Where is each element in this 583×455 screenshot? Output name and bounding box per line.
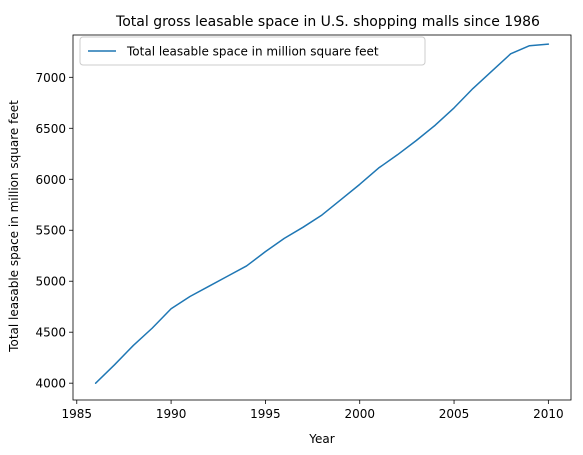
series-line (94, 43, 550, 384)
legend-box (79, 36, 426, 66)
y-tick-label: 6000 (35, 173, 66, 187)
x-tick-label: 2010 (533, 407, 564, 421)
y-tick-label: 5500 (35, 224, 66, 238)
x-tick-label: 2005 (439, 407, 470, 421)
legend-label: Total leasable space in million square f… (126, 45, 379, 59)
chart-title: Total gross leasable space in U.S. shopp… (115, 14, 540, 30)
x-tick-label: 1985 (61, 407, 92, 421)
x-tick-label: 2000 (344, 407, 375, 421)
y-tick-label: 4500 (35, 326, 66, 340)
x-tick-label: 1995 (250, 407, 281, 421)
plot-frame (72, 34, 572, 401)
legend: Total leasable space in million square f… (79, 36, 426, 66)
y-tick-label: 7000 (35, 71, 66, 85)
plot-layer (94, 43, 550, 384)
y-tick-label: 4000 (35, 377, 66, 391)
y-tick-label: 6500 (35, 122, 66, 136)
x-axis-label: Year (308, 432, 334, 446)
axis-layer: 1985 1990 1995 2000 2005 2010 4000 4500 5000 5500… (35, 34, 572, 421)
x-tick-label: 1990 (156, 407, 187, 421)
y-axis-label: Total leasable space in million square f… (7, 100, 21, 353)
y-tick-label: 5000 (35, 275, 66, 289)
